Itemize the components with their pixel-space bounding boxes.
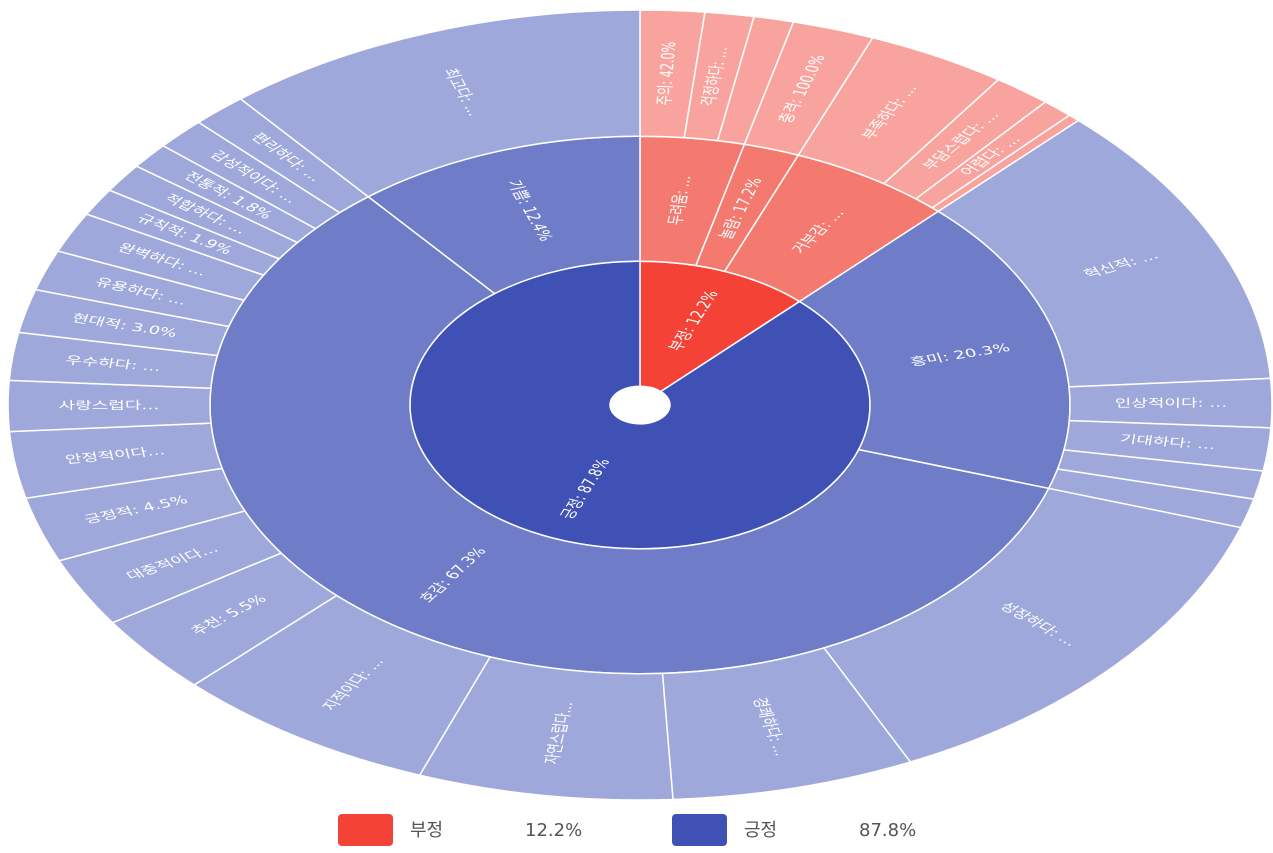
- legend-name: 긍정: [744, 820, 777, 841]
- legend-swatch: [338, 814, 393, 846]
- segment-label: 주의: 42.0%: [653, 41, 680, 105]
- legend-swatch: [672, 814, 727, 846]
- legend-value: 87.8%: [859, 820, 916, 841]
- segment-label: 인상적이다: …: [1115, 396, 1228, 410]
- sunburst-segment: [241, 10, 640, 197]
- segment-label: 사랑스럽다…: [59, 399, 160, 413]
- sunburst: 부정: 12.2%두려움: …주의: 42.0% 걱정하다: …놀람: 17.2%…: [8, 10, 1272, 800]
- center-hole: [610, 386, 670, 424]
- legend-name: 부정: [410, 820, 443, 841]
- segment-label: 기대하다: …: [1119, 432, 1217, 452]
- legend: 부정 12.2% 긍정 87.8%: [338, 814, 916, 846]
- legend-value: 12.2%: [525, 820, 582, 841]
